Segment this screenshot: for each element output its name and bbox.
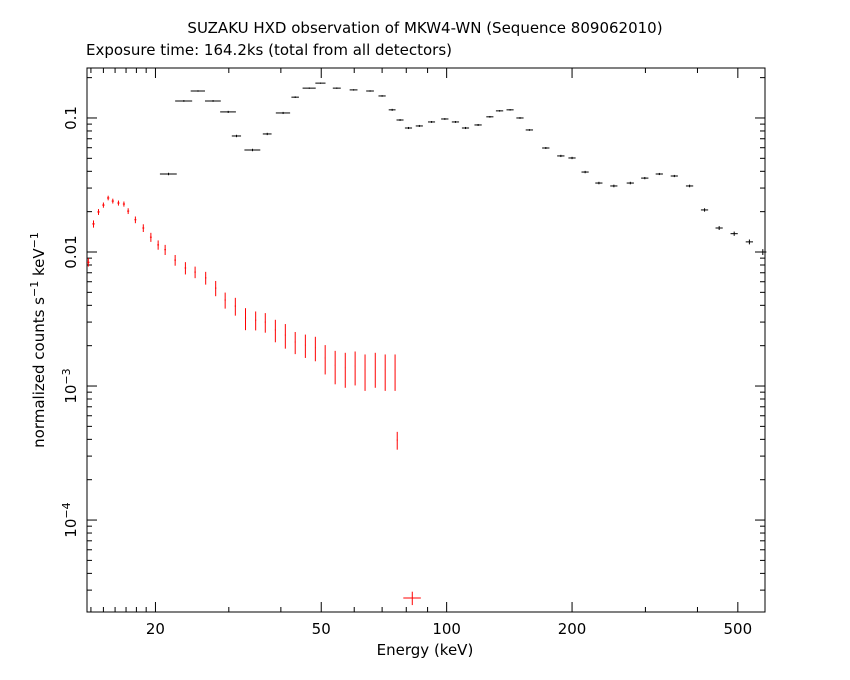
x-tick-label: 100 [432, 620, 461, 638]
x-tick-label: 50 [312, 620, 331, 638]
y-axis-label: normalized counts s−1 keV−1 [28, 232, 49, 448]
y-axis-label-part: keV [30, 248, 48, 281]
y-axis-label-part: −1 [28, 232, 41, 248]
y-tick-label: 0.01 [62, 235, 80, 268]
y-axis-label-part: normalized counts s [30, 297, 48, 448]
chart-title: SUZAKU HXD observation of MKW4-WN (Seque… [187, 19, 662, 37]
y-tick-label-base: 10 [62, 519, 80, 538]
y-tick-label-base: 10 [62, 385, 80, 404]
y-tick-label: 10−4 [60, 502, 81, 537]
x-axis-label: Energy (keV) [377, 641, 474, 659]
y-tick-label-exponent: −3 [60, 368, 73, 384]
y-tick-label: 10−3 [60, 368, 81, 403]
x-tick-label: 500 [724, 620, 753, 638]
chart-subtitle: Exposure time: 164.2ks (total from all d… [86, 41, 452, 59]
plot-frame [86, 67, 766, 613]
y-tick-label-exponent: −4 [60, 502, 73, 518]
y-axis-label-part: −1 [28, 281, 41, 297]
y-tick-label: 0.1 [62, 106, 80, 130]
x-tick-label: 20 [146, 620, 165, 638]
x-tick-label: 200 [558, 620, 587, 638]
